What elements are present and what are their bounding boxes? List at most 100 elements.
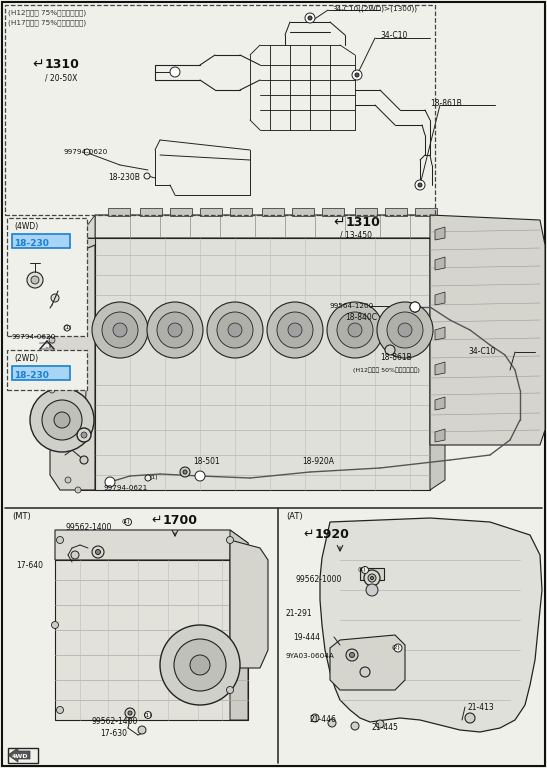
Text: (1): (1) — [150, 475, 159, 479]
Circle shape — [267, 302, 323, 358]
Text: ↵: ↵ — [32, 57, 44, 71]
Circle shape — [308, 16, 312, 20]
Circle shape — [207, 302, 263, 358]
Text: 1310: 1310 — [45, 58, 80, 71]
Text: 99562-1400: 99562-1400 — [92, 717, 138, 727]
Polygon shape — [430, 228, 445, 490]
Circle shape — [75, 487, 81, 493]
Circle shape — [370, 577, 374, 580]
Polygon shape — [435, 227, 445, 240]
Circle shape — [84, 149, 90, 155]
Polygon shape — [435, 397, 445, 410]
Text: 34-C10: 34-C10 — [468, 346, 496, 356]
Text: (MT): (MT) — [12, 512, 31, 521]
Circle shape — [56, 707, 63, 713]
Circle shape — [360, 667, 370, 677]
Circle shape — [27, 272, 43, 288]
Circle shape — [81, 432, 87, 438]
Circle shape — [54, 412, 70, 428]
Circle shape — [413, 308, 417, 312]
Polygon shape — [50, 245, 95, 490]
Text: 18-230B: 18-230B — [108, 174, 140, 183]
Text: / 20-50X: / 20-50X — [45, 74, 77, 82]
Circle shape — [102, 312, 138, 348]
Text: 99562-1000: 99562-1000 — [295, 575, 341, 584]
Bar — [12, 234, 70, 248]
Text: 18-230: 18-230 — [14, 239, 49, 247]
Circle shape — [351, 722, 359, 730]
Circle shape — [92, 302, 148, 358]
Bar — [360, 568, 384, 580]
Text: (2): (2) — [392, 645, 401, 650]
Polygon shape — [8, 748, 30, 762]
Polygon shape — [430, 215, 545, 445]
Polygon shape — [230, 540, 268, 668]
Circle shape — [195, 471, 205, 481]
Circle shape — [364, 570, 380, 586]
Circle shape — [144, 711, 152, 719]
Circle shape — [49, 387, 55, 393]
Circle shape — [125, 518, 131, 525]
Polygon shape — [435, 362, 445, 375]
Text: 9YA03-0604A: 9YA03-0604A — [285, 653, 334, 659]
Circle shape — [376, 720, 384, 728]
Text: 99794-0620: 99794-0620 — [63, 149, 107, 155]
Circle shape — [183, 470, 187, 474]
Text: (1): (1) — [63, 325, 72, 329]
Bar — [322, 208, 344, 216]
Circle shape — [377, 302, 433, 358]
Circle shape — [337, 312, 373, 348]
Circle shape — [31, 276, 39, 284]
Polygon shape — [435, 327, 445, 340]
Text: 19-444: 19-444 — [293, 633, 320, 641]
Circle shape — [144, 173, 150, 179]
Circle shape — [56, 537, 63, 544]
Text: (H12キャン 75%ダイガンシャ): (H12キャン 75%ダイガンシャ) — [8, 10, 86, 16]
Bar — [200, 208, 222, 216]
Polygon shape — [435, 429, 445, 442]
Text: (H12キャン 50%ダイガンシャ): (H12キャン 50%ダイガンシャ) — [353, 367, 420, 372]
Circle shape — [362, 567, 369, 574]
Circle shape — [288, 323, 302, 337]
Circle shape — [77, 428, 91, 442]
Text: 99794-0620: 99794-0620 — [12, 334, 56, 340]
Text: 99564-1200: 99564-1200 — [330, 303, 374, 309]
Circle shape — [346, 649, 358, 661]
Circle shape — [105, 477, 115, 487]
Circle shape — [327, 302, 383, 358]
Circle shape — [311, 714, 319, 722]
Bar — [262, 208, 284, 216]
Circle shape — [350, 653, 354, 657]
Bar — [170, 208, 192, 216]
Text: 17-630: 17-630 — [100, 729, 127, 737]
Bar — [292, 208, 314, 216]
Circle shape — [277, 312, 313, 348]
Polygon shape — [435, 292, 445, 305]
Circle shape — [348, 323, 362, 337]
Text: 1920: 1920 — [315, 528, 350, 541]
Circle shape — [80, 456, 88, 464]
Circle shape — [228, 323, 242, 337]
Text: 18-920A: 18-920A — [302, 458, 334, 466]
Bar — [415, 208, 437, 216]
Circle shape — [398, 323, 412, 337]
Circle shape — [305, 13, 315, 23]
Circle shape — [65, 477, 71, 483]
Text: ↵: ↵ — [303, 528, 313, 541]
Text: 1700: 1700 — [163, 514, 198, 527]
Circle shape — [92, 546, 104, 558]
Text: 18-861B: 18-861B — [430, 98, 462, 108]
Bar — [5, 5, 435, 215]
Text: 21-291: 21-291 — [285, 610, 312, 618]
Polygon shape — [95, 215, 445, 238]
Bar — [385, 208, 407, 216]
Circle shape — [145, 475, 151, 481]
Circle shape — [352, 70, 362, 80]
Circle shape — [418, 183, 422, 187]
Circle shape — [160, 625, 240, 705]
Polygon shape — [330, 635, 405, 690]
Text: 18-840C: 18-840C — [345, 313, 377, 323]
Circle shape — [125, 708, 135, 718]
Bar — [355, 208, 377, 216]
Circle shape — [328, 719, 336, 727]
